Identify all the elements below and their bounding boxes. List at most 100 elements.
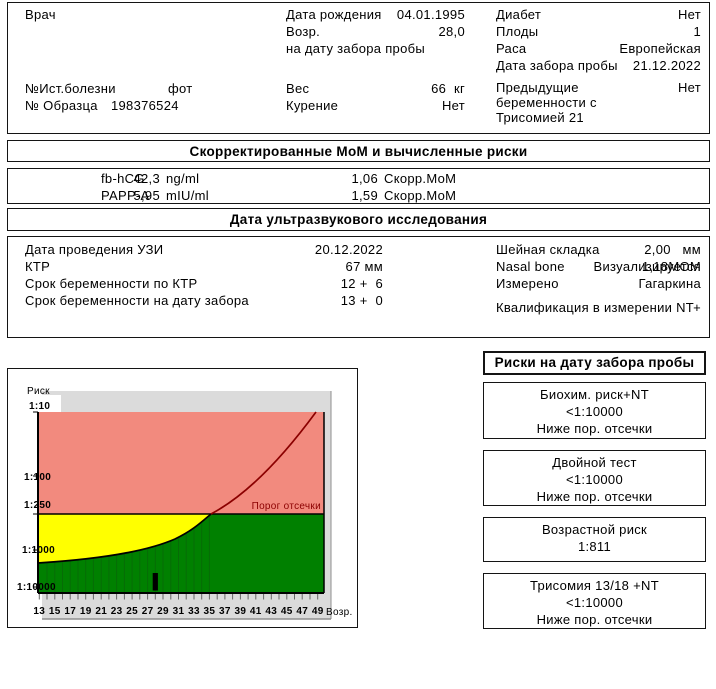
mom-section-title: Скорректированные МоМ и вычисленные риск…: [7, 140, 710, 162]
ga-sampling-row: Срок беременности на дату забора 13 + 0: [25, 292, 383, 309]
history-value: фот: [168, 81, 193, 96]
pappa-mom-label: Скорр.МоМ: [384, 188, 457, 203]
crl-label: КТР: [25, 259, 51, 274]
svg-text:29: 29: [157, 606, 169, 617]
race-row: Раса Европейская: [496, 40, 701, 57]
pappa-mom: 1,59: [351, 188, 378, 203]
risk-box-double-test: Двойной тест <1:10000 Ниже пор. отсечки: [483, 450, 706, 506]
race-value: Европейская: [619, 41, 701, 56]
age-value: 28,0: [438, 24, 465, 39]
age-suffix-row: на дату забора пробы: [286, 40, 465, 57]
nasal-bone-value: Визуализируется: [593, 259, 701, 274]
age-row: Возр. 28,0: [286, 23, 465, 40]
svg-text:43: 43: [265, 606, 277, 617]
sample-value: 198376524: [111, 98, 179, 113]
risk-box-note: Ниже пор. отсечки: [536, 612, 653, 627]
us-date-row: Дата проведения УЗИ 20.12.2022: [25, 241, 383, 258]
ytick-1-10000: 1:10000: [17, 582, 56, 593]
sampling-date-value: 21.12.2022: [632, 58, 701, 73]
diabetes-row: Диабет Нет: [496, 6, 701, 23]
ga-sampling-label: Срок беременности на дату забора: [25, 293, 249, 308]
fetuses-label: Плоды: [496, 24, 539, 39]
prev-trisomy-label-3: Трисомией 21: [496, 110, 584, 125]
intermediate-risk-region: [38, 514, 211, 563]
weight-label: Вес: [286, 81, 310, 96]
x-tick-marks: [38, 594, 319, 600]
svg-text:31: 31: [173, 606, 185, 617]
nt-value: 2,00 мм: [644, 242, 701, 257]
patient-marker: [152, 573, 158, 591]
risk-box-note: Ниже пор. отсечки: [536, 489, 653, 504]
crl-row: КТР 67 мм: [25, 258, 383, 275]
history-label: №Ист.болезни: [25, 81, 116, 96]
risk-box-value: <1:10000: [566, 404, 623, 419]
svg-text:45: 45: [281, 606, 293, 617]
fbhcg-mom: 1,06: [351, 171, 378, 186]
us-date-label: Дата проведения УЗИ: [25, 242, 164, 257]
sampling-date-row: Дата забора пробы 21.12.2022: [496, 57, 701, 74]
chart-canvas: Риск 1:10 1:100 1:250 1:1000 1:10000 Пор…: [17, 386, 353, 620]
ytick-1-100: 1:100: [24, 472, 51, 483]
ga-crl-value: 12 + 6: [340, 276, 383, 291]
smoking-row: Курение Нет: [286, 97, 465, 114]
nasal-bone-label: Nasal bone: [496, 259, 565, 274]
prev-trisomy-row: Предыдущие Нет: [496, 80, 701, 95]
y-tick-marks: [33, 411, 38, 588]
x-tick-labels: 13 15 17 19 21 23 25 27 29 31 33 35 37 39 41 43 45 47 49: [33, 606, 323, 617]
svg-text:17: 17: [64, 606, 76, 617]
birthdate-label: Дата рождения: [286, 7, 382, 22]
measured-by-value: Гагаркина: [638, 276, 701, 291]
smoking-label: Курение: [286, 98, 339, 113]
chart-x-axis-title: Возр.: [326, 607, 353, 618]
ytick-1-10: 1:10: [29, 401, 50, 412]
prev-trisomy-label-1: Предыдущие: [496, 80, 579, 95]
pappa-value: 5,95: [133, 188, 160, 203]
sampling-date-label: Дата забора пробы: [496, 58, 618, 73]
us-data-box: Дата проведения УЗИ 20.12.2022 КТР 67 мм…: [7, 236, 710, 338]
birthdate-row: Дата рождения 04.01.1995: [286, 6, 465, 23]
measured-by-label: Измерено: [496, 276, 559, 291]
diabetes-value: Нет: [677, 7, 701, 22]
risk-box-title: Трисомия 13/18 +NT: [530, 578, 659, 593]
ga-crl-label: Срок беременности по КТР: [25, 276, 198, 291]
measured-by-row: Измерено Гагаркина: [496, 275, 701, 292]
prev-trisomy-value: Нет: [677, 80, 701, 95]
mom-values-box: fb-hCG 42,3 ng/ml 1,06 Скорр.МоМ PAPP-A …: [7, 168, 710, 204]
nt-qualification-value: +: [693, 300, 701, 315]
sample-label: № Образца: [25, 98, 98, 113]
us-section-title: Дата ультразвукового исследования: [7, 208, 710, 231]
age-risk-curve-below-cutoff: [37, 513, 212, 564]
diabetes-label: Диабет: [496, 7, 542, 22]
nt-qualification-row: Квалификация в измерении NT +: [496, 299, 701, 316]
ylabel-backplate: [20, 395, 61, 412]
us-section-title-text: Дата ультразвукового исследования: [229, 212, 488, 227]
doctor-label: Врач: [25, 7, 56, 22]
fbhcg-unit: ng/ml: [166, 171, 200, 186]
age-suffix-label: на дату забора пробы: [286, 41, 425, 56]
svg-text:21: 21: [95, 606, 107, 617]
risk-box-title: Возрастной риск: [541, 522, 648, 537]
fbhcg-value: 42,3: [133, 171, 160, 186]
nt-qualification-label: Квалификация в измерении NT: [496, 300, 695, 315]
weight-row: Вес 66 кг: [286, 80, 465, 97]
patient-info-box: Врач №Ист.болезни фот № Образца 19837652…: [7, 2, 710, 134]
prev-trisomy-label-2: беременности с: [496, 95, 597, 110]
svg-text:19: 19: [80, 606, 92, 617]
ga-crl-row: Срок беременности по КТР 12 + 6: [25, 275, 383, 292]
high-risk-region: [38, 412, 324, 514]
mom-section-title-text: Скорректированные МоМ и вычисленные риск…: [189, 143, 528, 159]
nt-mom-value: 1,18МОМ: [641, 259, 701, 274]
fetuses-value: 1: [693, 24, 701, 39]
risk-box-value: <1:10000: [566, 595, 623, 610]
history-row: №Ист.болезни фот: [25, 80, 275, 97]
risk-box-biochem-nt: Биохим. риск+NT <1:10000 Ниже пор. отсеч…: [483, 382, 706, 439]
risk-box-value: 1:811: [577, 539, 612, 554]
risk-age-chart: Риск 1:10 1:100 1:250 1:1000 1:10000 Пор…: [7, 368, 358, 628]
svg-text:35: 35: [204, 606, 216, 617]
fbhcg-mom-label: Скорр.МоМ: [384, 171, 457, 186]
svg-text:41: 41: [250, 606, 262, 617]
svg-text:27: 27: [142, 606, 154, 617]
pappa-unit: mIU/ml: [166, 188, 209, 203]
sample-row: № Образца 198376524: [25, 97, 275, 114]
